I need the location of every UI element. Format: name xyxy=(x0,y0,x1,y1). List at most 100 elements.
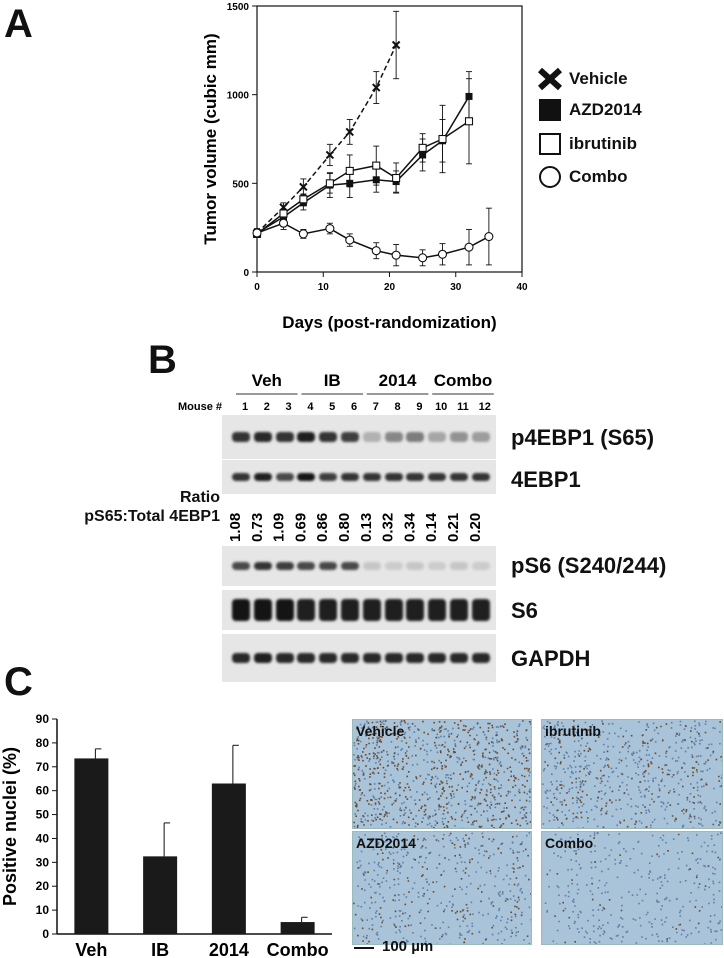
y-tick-label: 1500 xyxy=(227,2,250,13)
x-axis-label: Days (post-randomization) xyxy=(282,313,496,332)
ratio-value: 0.21 xyxy=(445,513,462,542)
x-tick-label: 0 xyxy=(254,282,260,293)
band xyxy=(341,561,359,571)
ratio-values: 1.08 0.73 1.09 0.69 0.86 0.80 0.13 0.32 0.34 0.14… xyxy=(227,512,484,542)
histology-label: Vehicle xyxy=(356,723,405,739)
band xyxy=(428,473,447,481)
y-axis-label: Tumor volume (cubic mm) xyxy=(201,33,220,244)
y-tick-label: 50 xyxy=(36,808,50,822)
tissue-texture xyxy=(542,832,722,944)
panel-letter-c: C xyxy=(4,660,33,704)
series-combo xyxy=(252,207,494,267)
data-point xyxy=(464,242,474,252)
legend-item-azd2014: AZD2014 xyxy=(537,99,642,121)
band xyxy=(341,432,359,442)
band xyxy=(471,599,490,621)
legend-item-combo: Combo xyxy=(537,166,628,188)
ratio-value: 1.08 xyxy=(227,513,244,542)
ratio-value: 0.32 xyxy=(380,513,397,542)
y-tick-label: 500 xyxy=(232,179,249,190)
band xyxy=(362,561,381,571)
filled-square-icon xyxy=(537,99,563,121)
blot-band-ps6 xyxy=(222,546,496,586)
data-point xyxy=(345,127,354,137)
legend-item-vehicle: Vehicle xyxy=(537,67,628,91)
mouse-number: 3 xyxy=(286,401,292,413)
data-point xyxy=(391,250,401,260)
band xyxy=(319,432,338,442)
y-tick-label: 40 xyxy=(36,831,50,845)
band xyxy=(428,652,447,664)
band xyxy=(384,473,403,481)
data-point xyxy=(438,134,447,144)
x-tick-label: 10 xyxy=(318,282,330,293)
data-point xyxy=(325,224,335,234)
panel-letter-a: A xyxy=(4,2,33,46)
group-label-combo: Combo xyxy=(434,371,493,390)
band xyxy=(471,652,490,664)
y-axis-label: Positive nuclei (%) xyxy=(0,747,20,906)
band xyxy=(275,561,294,571)
scale-bar xyxy=(354,947,374,949)
category-label: 2014 xyxy=(209,940,249,958)
scale-bar-label: 100 µm xyxy=(382,938,434,955)
data-point xyxy=(252,228,262,238)
y-tick-label: 20 xyxy=(36,879,50,893)
band xyxy=(275,473,294,481)
series-line xyxy=(256,120,470,235)
band xyxy=(253,599,272,621)
band xyxy=(471,561,490,571)
band xyxy=(471,473,490,481)
histology-label: Combo xyxy=(545,835,594,851)
blot-band-gapdh xyxy=(222,634,496,682)
band xyxy=(253,652,272,664)
data-point xyxy=(464,117,474,126)
bar-veh xyxy=(74,758,109,934)
band xyxy=(362,652,381,664)
band-label-s6: S6 xyxy=(511,598,538,623)
bar-2014 xyxy=(211,783,246,934)
histology-azd2014: AZD2014 xyxy=(352,831,532,945)
mouse-number: 8 xyxy=(395,401,401,413)
band xyxy=(428,432,447,442)
band xyxy=(406,561,425,571)
band xyxy=(341,652,359,664)
band-label-gapdh: GAPDH xyxy=(511,646,591,671)
ratio-value: 0.20 xyxy=(467,513,484,542)
band xyxy=(450,561,468,571)
category-label: Veh xyxy=(75,940,107,958)
data-point xyxy=(299,182,308,192)
histology-combo: Combo xyxy=(541,831,723,945)
band xyxy=(319,561,338,571)
band xyxy=(232,473,250,481)
band xyxy=(362,473,381,481)
data-point xyxy=(392,173,401,183)
blot-band-4ebp1 xyxy=(222,460,496,494)
mouse-label: Mouse # xyxy=(178,401,222,413)
data-point xyxy=(345,166,354,175)
histology-ibrutinib: ibrutinib xyxy=(541,719,723,829)
band xyxy=(253,561,272,571)
band xyxy=(232,432,250,442)
mouse-number: 6 xyxy=(351,401,357,413)
band xyxy=(341,473,359,481)
category-label: Combo xyxy=(267,940,329,958)
panel-letter-b: B xyxy=(148,338,177,382)
mouse-number: 4 xyxy=(307,401,314,413)
histology-label: ibrutinib xyxy=(545,723,601,739)
tissue-texture xyxy=(542,720,722,828)
histology-label: AZD2014 xyxy=(356,835,416,851)
band xyxy=(341,599,359,621)
data-point xyxy=(484,231,494,242)
band xyxy=(275,652,294,664)
band xyxy=(384,432,403,442)
y-tick-label: 10 xyxy=(36,903,50,917)
mouse-number: 1 xyxy=(242,401,248,413)
open-circle-icon xyxy=(537,166,563,188)
group-label-ib: IB xyxy=(324,371,341,390)
ratio-label-1: Ratio xyxy=(180,489,220,506)
band xyxy=(297,561,316,571)
band xyxy=(384,599,403,621)
mouse-number: 10 xyxy=(435,401,447,413)
series-ibrutinib xyxy=(252,78,474,238)
